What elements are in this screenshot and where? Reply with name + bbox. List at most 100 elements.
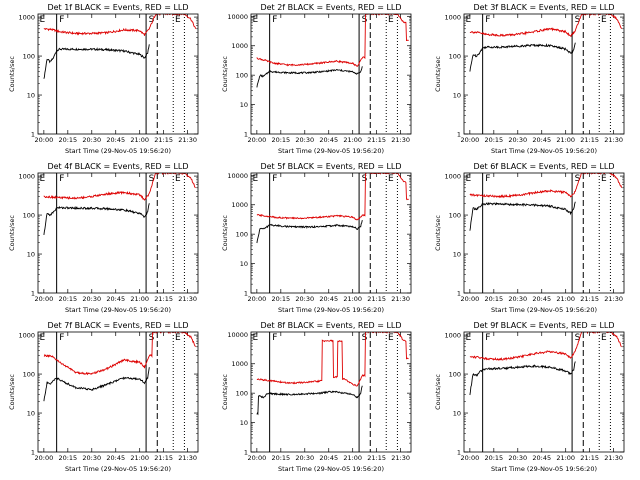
x-tick-label: 20:45 [319, 454, 338, 462]
x-tick-label: 21:30 [178, 136, 197, 144]
x-axis-label: Start Time (29-Nov-05 19:56:20) [491, 465, 597, 473]
x-tick-label: 21:30 [391, 454, 410, 462]
y-tick-label: 100 [23, 53, 35, 61]
x-axis-label: Start Time (29-Nov-05 19:56:20) [65, 306, 171, 314]
y-tick-label: 10 [27, 251, 35, 259]
flag-label: S [149, 174, 155, 184]
series-line-lld [469, 14, 623, 37]
y-axis-label: Counts/sec [221, 56, 229, 92]
x-tick-label: 20:30 [508, 295, 527, 303]
flag-label: E [601, 174, 607, 184]
y-tick-label: 1 [244, 449, 248, 457]
x-tick-label: 20:15 [271, 136, 290, 144]
chart-panel-3: Det 3f BLACK = Events, RED = LLD Counts/s… [434, 3, 625, 155]
chart-panel-6: Det 6f BLACK = Events, RED = LLD Counts/s… [434, 162, 625, 314]
y-tick-label: 100 [236, 72, 248, 80]
chart-panel-5: Det 5f BLACK = Events, RED = LLD Counts/s… [221, 162, 412, 314]
y-tick-label: 10000 [227, 13, 248, 21]
flag-label: F [59, 174, 64, 184]
x-tick-label: 20:45 [106, 454, 125, 462]
y-tick-label: 1000 [231, 201, 248, 209]
y-tick-label: 1000 [231, 42, 248, 50]
y-tick-label: 1000 [18, 173, 35, 181]
series-traces [469, 173, 623, 231]
y-tick-label: 10 [240, 419, 248, 427]
flag-label: E [388, 333, 394, 343]
x-tick-label: 20:15 [484, 454, 503, 462]
plot-frame [463, 331, 625, 453]
x-tick-label: 20:30 [82, 454, 101, 462]
series-line-lld [469, 173, 623, 199]
chart-title: Det 3f BLACK = Events, RED = LLD [473, 3, 614, 12]
chart-title: Det 6f BLACK = Events, RED = LLD [473, 162, 614, 171]
series-line-events [469, 361, 576, 396]
flag-label: E [175, 174, 181, 184]
flag-label: E [466, 174, 472, 184]
series-line-lld [469, 332, 622, 361]
plot-frame [250, 172, 412, 294]
x-tick-label: 20:30 [82, 136, 101, 144]
chart-panel-2: Det 2f BLACK = Events, RED = LLD Counts/s… [221, 3, 412, 155]
x-tick-label: 21:00 [130, 295, 149, 303]
x-axis-label: Start Time (29-Nov-05 19:56:20) [491, 306, 597, 314]
x-tick-label: 20:15 [271, 295, 290, 303]
flag-label: E [253, 15, 259, 25]
flag-label: E [466, 333, 472, 343]
x-tick-label: 21:00 [556, 295, 575, 303]
y-tick-label: 1 [31, 131, 35, 139]
x-tick-label: 21:15 [154, 295, 173, 303]
series-line-lld [256, 14, 409, 67]
x-tick-label: 21:00 [343, 136, 362, 144]
x-tick-label: 21:30 [178, 295, 197, 303]
x-tick-label: 20:30 [295, 295, 314, 303]
y-tick-label: 1000 [444, 332, 461, 340]
x-tick-label: 20:45 [532, 454, 551, 462]
flag-label: F [272, 333, 277, 343]
y-tick-label: 10 [27, 92, 35, 100]
y-tick-label: 100 [23, 212, 35, 220]
series-line-events [469, 42, 576, 72]
x-tick-label: 20:15 [58, 454, 77, 462]
x-tick-label: 21:15 [154, 136, 173, 144]
chart-title: Det 7f BLACK = Events, RED = LLD [47, 321, 188, 330]
y-tick-label: 10 [27, 410, 35, 418]
flag-label: E [175, 333, 181, 343]
flag-label: E [175, 15, 181, 25]
x-tick-label: 21:30 [178, 454, 197, 462]
flag-label: E [388, 15, 394, 25]
y-tick-label: 1 [31, 290, 35, 298]
y-tick-label: 1 [457, 131, 461, 139]
x-tick-label: 20:45 [106, 295, 125, 303]
x-tick-label: 21:00 [130, 136, 149, 144]
y-axis-label: Counts/sec [221, 374, 229, 410]
y-tick-label: 1 [244, 290, 248, 298]
chart-title: Det 4f BLACK = Events, RED = LLD [47, 162, 188, 171]
flag-label: S [362, 174, 368, 184]
series-line-lld [43, 332, 196, 376]
x-tick-label: 21:15 [367, 295, 386, 303]
y-tick-label: 1000 [444, 173, 461, 181]
flag-label: S [362, 15, 368, 25]
y-tick-label: 1000 [444, 14, 461, 22]
series-line-events [256, 220, 363, 244]
flag-label: E [601, 15, 607, 25]
x-tick-label: 21:00 [343, 295, 362, 303]
flag-label: E [40, 333, 46, 343]
x-tick-label: 20:00 [34, 295, 53, 303]
x-axis-label: Start Time (29-Nov-05 19:56:20) [65, 465, 171, 473]
flag-label: E [40, 174, 46, 184]
series-line-events [43, 44, 150, 79]
plot-frame [37, 172, 199, 294]
x-tick-label: 20:00 [34, 136, 53, 144]
series-traces [469, 332, 622, 396]
flag-label: S [575, 174, 581, 184]
y-tick-label: 1 [457, 449, 461, 457]
flag-label: S [362, 333, 368, 343]
x-tick-label: 20:15 [58, 295, 77, 303]
x-tick-label: 21:30 [604, 295, 623, 303]
y-tick-label: 1 [457, 290, 461, 298]
plot-frame [250, 13, 412, 135]
y-tick-label: 100 [449, 212, 461, 220]
flag-label: F [59, 333, 64, 343]
y-tick-label: 10 [240, 101, 248, 109]
